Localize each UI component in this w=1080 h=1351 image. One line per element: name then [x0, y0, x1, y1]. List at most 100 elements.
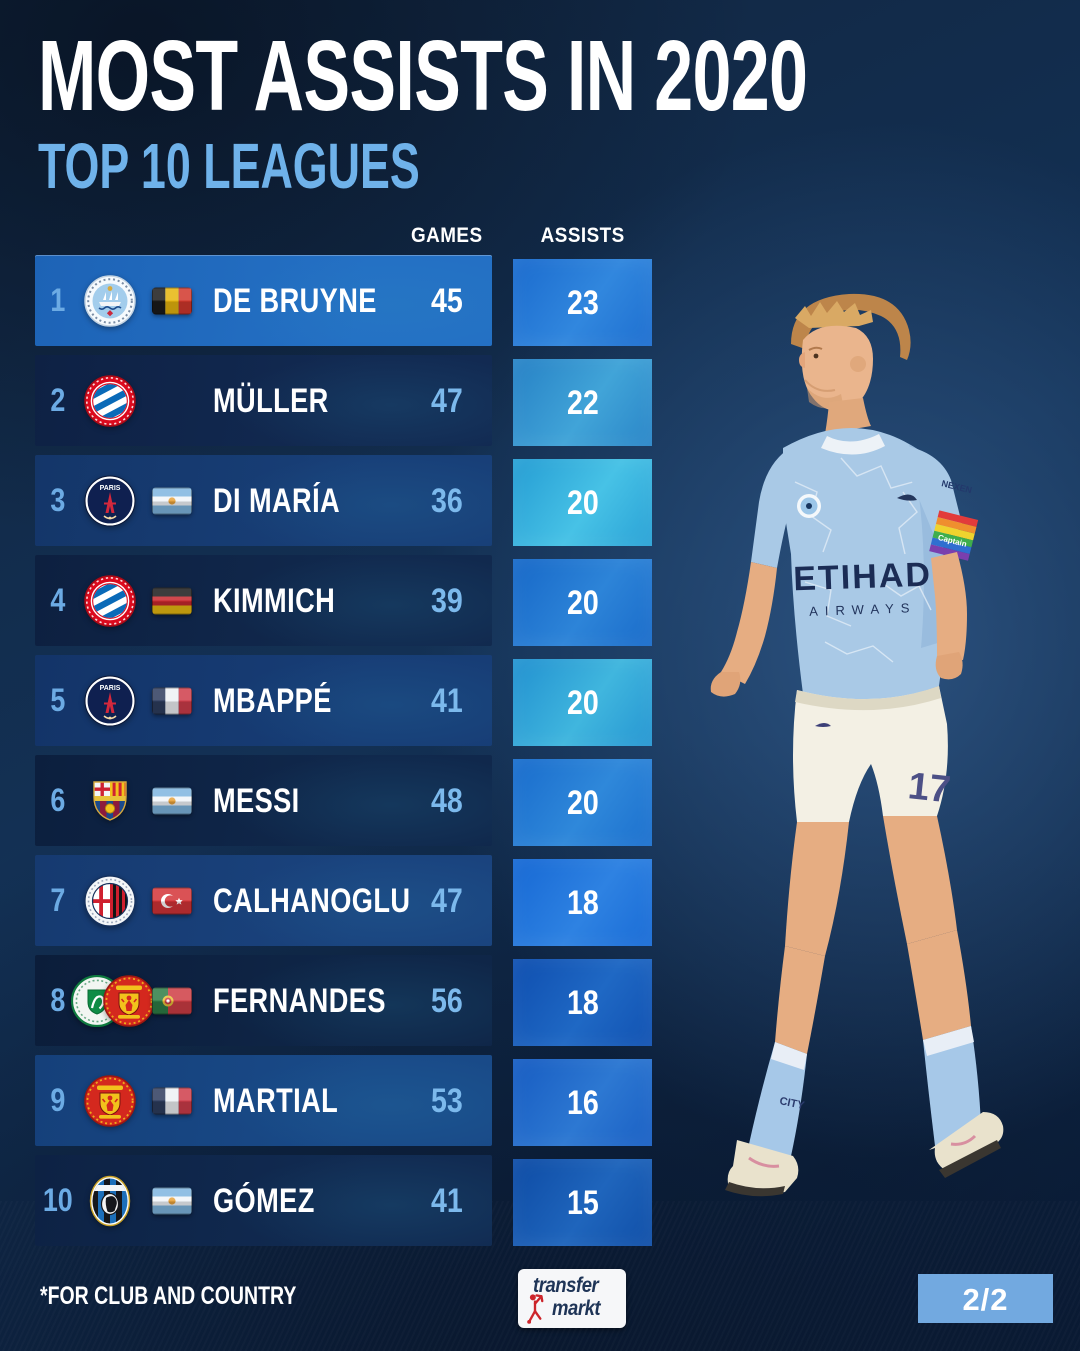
rank-number: 8 — [50, 982, 66, 1018]
flag-portugal-icon — [152, 987, 192, 1014]
assists-count: 20 — [566, 484, 599, 522]
assists-cell: 18 — [513, 859, 652, 946]
assists-cell: 22 — [513, 359, 652, 446]
player-photo: ETIHAD AIRWAYS NEXEN Captain — [645, 252, 1075, 1260]
assists-count: 20 — [566, 684, 599, 722]
logo-runner-icon — [527, 1294, 544, 1324]
player-name: DI MARÍA — [213, 482, 341, 520]
player-name: MBAPPÉ — [213, 682, 332, 720]
player-row-panel: 6 MESSI 48 — [35, 755, 492, 846]
player-name: MESSI — [213, 782, 300, 820]
assists-count: 23 — [566, 284, 599, 322]
rankings-table: 1 DE BRUYNE 45 23 2 MÜLLER 47 22 3 PARIS DI MARÍA 3… — [35, 255, 655, 1255]
club-crest-group — [84, 374, 136, 427]
games-count: 56 — [431, 982, 463, 1020]
assists-cell: 20 — [513, 459, 652, 546]
table-row: 6 MESSI 48 20 — [35, 755, 652, 846]
player-sock-left — [749, 1042, 807, 1156]
shorts-number: 17 — [906, 765, 952, 811]
player-boot-right — [929, 1112, 1004, 1178]
table-row: 8 FERNANDES 56 18 — [35, 955, 652, 1046]
player-boot-left — [725, 1140, 799, 1197]
assists-count: 20 — [566, 784, 599, 822]
assists-count: 18 — [566, 984, 599, 1022]
rank-number: 7 — [50, 882, 66, 918]
rank-number: 3 — [50, 482, 66, 518]
club-crest-group — [84, 1074, 136, 1127]
page-subtitle: TOP 10 LEAGUES — [38, 130, 420, 202]
club-crest-barcelona — [84, 775, 136, 827]
player-name: DE BRUYNE — [213, 282, 377, 320]
rank-number: 5 — [50, 682, 66, 718]
player-row-panel: 5 PARIS MBAPPÉ 41 — [35, 655, 492, 746]
player-shorts — [793, 686, 948, 822]
rank-number: 9 — [50, 1082, 66, 1118]
table-row: 10 GÓMEZ 41 15 — [35, 1155, 652, 1246]
player-row-panel: 9 MARTIAL 53 — [35, 1055, 492, 1146]
club-crest-group — [84, 874, 136, 927]
player-name: MARTIAL — [213, 1082, 339, 1120]
rank-number: 1 — [50, 282, 66, 318]
assists-count: 20 — [566, 584, 599, 622]
flag-france-icon — [152, 687, 192, 714]
assists-count: 18 — [566, 884, 599, 922]
player-row-panel: 2 MÜLLER 47 — [35, 355, 492, 446]
assists-cell: 18 — [513, 959, 652, 1046]
player-name: KIMMICH — [213, 582, 336, 620]
flag-argentina-icon — [152, 1187, 192, 1214]
club-crest-atalanta — [84, 1175, 136, 1227]
assists-cell: 20 — [513, 559, 652, 646]
flag-germany-icon — [152, 587, 192, 614]
player-name: FERNANDES — [213, 982, 386, 1020]
games-count: 41 — [431, 1182, 463, 1220]
games-count: 53 — [431, 1082, 463, 1120]
logo-word-2: markt — [552, 1297, 601, 1320]
column-header-games: GAMES — [411, 224, 483, 247]
assists-cell: 20 — [513, 759, 652, 846]
club-crest-group — [84, 574, 136, 627]
table-row: 9 MARTIAL 53 16 — [35, 1055, 652, 1146]
games-count: 47 — [431, 382, 463, 420]
rank-number: 10 — [43, 1182, 73, 1218]
flag-france-icon — [152, 1087, 192, 1114]
assists-cell: 15 — [513, 1159, 652, 1246]
club-crest-mancity — [84, 274, 136, 327]
logo-word-1: transfer — [533, 1274, 599, 1297]
assists-cell: 16 — [513, 1059, 652, 1146]
player-row-panel: 7 CALHANOGLU 47 — [35, 855, 492, 946]
club-crest-manutd — [103, 974, 155, 1027]
assists-count: 22 — [566, 384, 599, 422]
table-row: 5 PARIS MBAPPÉ 41 20 — [35, 655, 652, 746]
flag-argentina-icon — [152, 787, 192, 814]
club-crest-group — [84, 775, 136, 827]
player-row-panel: 8 FERNANDES 56 — [35, 955, 492, 1046]
games-count: 45 — [431, 282, 463, 320]
jersey-puma-logo — [897, 494, 917, 501]
player-row-panel: 3 PARIS DI MARÍA 36 — [35, 455, 492, 546]
rank-number: 6 — [50, 782, 66, 818]
svg-text:PARIS: PARIS — [100, 685, 121, 692]
page-indicator-badge: 2/2 — [918, 1274, 1053, 1323]
games-count: 47 — [431, 882, 463, 920]
table-row: 4 KIMMICH 39 20 — [35, 555, 652, 646]
player-row-panel: 10 GÓMEZ 41 — [35, 1155, 492, 1246]
svg-text:PARIS: PARIS — [100, 485, 121, 492]
player-row-panel: 1 DE BRUYNE 45 — [35, 255, 492, 346]
table-row: 1 DE BRUYNE 45 23 — [35, 255, 652, 346]
rank-number: 2 — [50, 382, 66, 418]
flag-belgium-icon — [152, 287, 192, 314]
games-count: 36 — [431, 482, 463, 520]
club-crest-group — [84, 274, 136, 327]
club-crest-psg: PARIS — [84, 475, 136, 527]
player-name: CALHANOGLU — [213, 882, 411, 920]
captain-armband: Captain — [929, 510, 979, 561]
assists-count: 15 — [566, 1184, 599, 1222]
table-row: 2 MÜLLER 47 22 — [35, 355, 652, 446]
jersey-sponsor: ETIHAD — [793, 556, 933, 599]
transfermarkt-logo: transfer markt — [518, 1269, 626, 1328]
club-crest-psg: PARIS — [84, 675, 136, 727]
assists-cell: 23 — [513, 259, 652, 346]
footnote: *FOR CLUB AND COUNTRY — [40, 1282, 297, 1310]
flag-turkey-icon — [152, 887, 192, 914]
